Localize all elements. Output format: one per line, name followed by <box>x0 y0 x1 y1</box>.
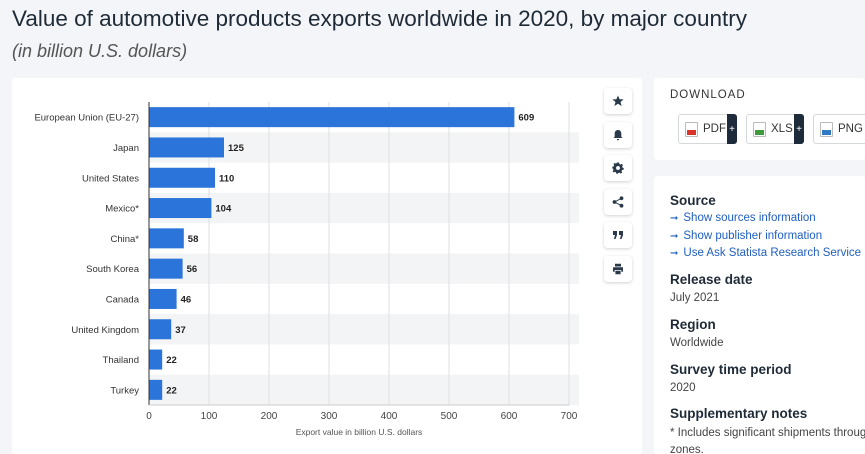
data-label: 104 <box>215 204 232 215</box>
data-label: 56 <box>187 264 198 275</box>
printer-icon <box>613 263 623 275</box>
x-tick-label: 600 <box>501 411 518 422</box>
download-png-button[interactable]: PNG <box>813 114 865 144</box>
gear-icon <box>612 162 624 174</box>
source-heading: Source <box>670 193 716 208</box>
chart-toolbar <box>604 88 632 290</box>
row-band <box>149 253 579 284</box>
data-label: 125 <box>228 143 245 154</box>
bar <box>149 319 172 340</box>
category-label: Turkey <box>110 385 139 396</box>
notes-text-continued: zones. <box>670 444 704 454</box>
category-label: Mexico* <box>105 204 139 215</box>
bar <box>149 167 215 188</box>
category-label: South Korea <box>86 264 140 275</box>
show-publisher-link[interactable]: ➞ Show publisher information <box>670 230 822 242</box>
notes-text: * Includes significant shipments throug <box>670 427 865 439</box>
survey-period-heading: Survey time period <box>670 362 792 377</box>
data-label: 46 <box>181 294 192 305</box>
pdf-label: PDF <box>703 123 726 135</box>
download-xls-button[interactable]: XLS + <box>746 114 804 144</box>
data-label: 609 <box>518 113 534 124</box>
category-label: Japan <box>113 143 139 154</box>
region-value: Worldwide <box>670 337 724 349</box>
page-subtitle: (in billion U.S. dollars) <box>12 41 188 61</box>
arrow-right-icon: ➞ <box>670 248 679 259</box>
pdf-plus-icon: + <box>727 114 737 144</box>
region-heading: Region <box>670 317 716 332</box>
xls-plus-icon: + <box>794 114 804 144</box>
bar <box>149 137 224 158</box>
data-label: 37 <box>175 325 186 336</box>
bar <box>149 107 515 128</box>
research-service-label: Use Ask Statista Research Service <box>683 247 862 259</box>
x-tick-label: 300 <box>321 411 338 422</box>
bar <box>149 288 177 309</box>
row-band <box>149 314 579 345</box>
quote-icon <box>613 231 623 240</box>
xls-file-icon <box>753 121 766 137</box>
bar <box>149 379 163 400</box>
bar-chart: European Union (EU-27) 609 Japan 125 United … <box>34 102 579 437</box>
bar <box>149 349 163 370</box>
arrow-right-icon: ➞ <box>670 231 679 242</box>
row-band <box>149 374 579 405</box>
png-file-icon <box>820 121 833 137</box>
row-band <box>149 192 579 224</box>
survey-period-value: 2020 <box>670 382 696 394</box>
arrow-right-icon: ➞ <box>670 213 679 224</box>
download-panel: DOWNLOAD PDF + XLS + PNG <box>654 78 865 160</box>
category-label: Canada <box>106 294 140 305</box>
release-date-heading: Release date <box>670 272 753 287</box>
category-label: Thailand <box>103 355 139 366</box>
show-sources-label: Show sources information <box>683 212 816 224</box>
share-icon <box>612 196 624 208</box>
notes-heading: Supplementary notes <box>670 406 808 421</box>
statistic-info-panel: Source ➞ Show sources information ➞ Show p… <box>654 176 865 454</box>
page-title: Value of automotive products exports wor… <box>12 6 747 31</box>
cite-button[interactable] <box>604 222 632 249</box>
favorite-button[interactable] <box>604 88 632 114</box>
share-button[interactable] <box>604 188 632 215</box>
x-tick-label: 200 <box>261 411 278 422</box>
x-tick-label: 100 <box>201 411 218 422</box>
data-label: 22 <box>166 385 177 396</box>
bar <box>149 228 184 249</box>
chart-card: European Union (EU-27) 609 Japan 125 United … <box>12 78 642 454</box>
category-label: United States <box>82 173 139 184</box>
png-label: PNG <box>838 123 863 135</box>
download-pdf-button[interactable]: PDF + <box>678 114 737 144</box>
settings-button[interactable] <box>604 155 632 182</box>
bar <box>149 198 212 219</box>
show-publisher-label: Show publisher information <box>683 230 823 242</box>
notification-button[interactable] <box>604 121 632 148</box>
x-tick-label: 500 <box>441 411 458 422</box>
pdf-file-icon <box>685 121 698 137</box>
show-sources-link[interactable]: ➞ Show sources information <box>670 212 816 224</box>
data-label: 22 <box>166 355 177 366</box>
category-label: European Union (EU-27) <box>34 113 139 124</box>
xls-label: XLS <box>771 123 793 135</box>
bar <box>149 258 183 279</box>
bell-icon <box>613 129 623 140</box>
x-tick-label: 0 <box>146 411 152 422</box>
data-label: 58 <box>188 234 199 245</box>
research-service-link[interactable]: ➞ Use Ask Statista Research Service <box>670 247 861 259</box>
data-label: 110 <box>219 173 234 184</box>
x-tick-label: 700 <box>561 411 578 422</box>
category-label: China* <box>110 234 139 245</box>
print-button[interactable] <box>604 255 632 282</box>
release-date-value: July 2021 <box>670 292 720 304</box>
star-icon <box>612 95 624 106</box>
x-tick-label: 400 <box>381 411 398 422</box>
category-label: United Kingdom <box>71 325 139 336</box>
download-title: DOWNLOAD <box>670 89 746 101</box>
x-axis-title: Export value in billion U.S. dollars <box>296 427 423 437</box>
